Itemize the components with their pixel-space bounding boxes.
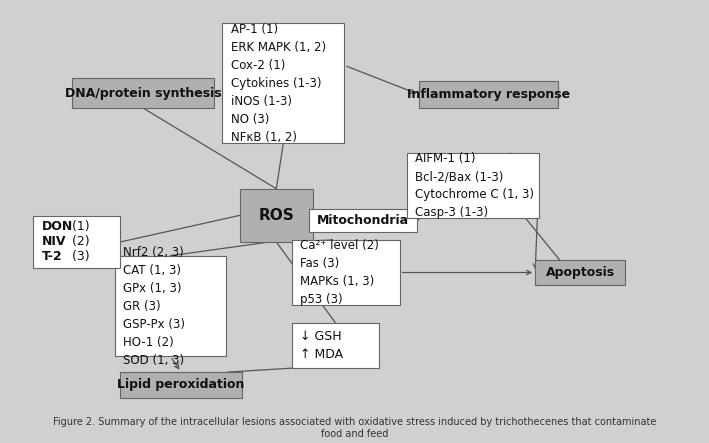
Text: (3): (3)	[68, 250, 90, 264]
Text: AIFM-1 (1)
Bcl-2/Bax (1-3)
Cytochrome C (1, 3)
Casp-3 (1-3): AIFM-1 (1) Bcl-2/Bax (1-3) Cytochrome C …	[415, 152, 534, 219]
Text: Mitochondria: Mitochondria	[317, 214, 409, 227]
FancyBboxPatch shape	[33, 216, 121, 268]
Text: NIV: NIV	[42, 236, 67, 249]
Text: Figure 2. Summary of the intracellular lesions associated with oxidative stress : Figure 2. Summary of the intracellular l…	[52, 417, 657, 439]
Text: Nrf2 (2, 3)
CAT (1, 3)
GPx (1, 3)
GR (3)
GSP-Px (3)
HO-1 (2)
SOD (1, 3): Nrf2 (2, 3) CAT (1, 3) GPx (1, 3) GR (3)…	[123, 245, 185, 366]
Text: DON: DON	[42, 221, 73, 233]
Text: (1): (1)	[68, 221, 90, 233]
Text: ↓ GSH
↑ MDA: ↓ GSH ↑ MDA	[301, 330, 343, 361]
FancyBboxPatch shape	[223, 23, 344, 144]
Text: Inflammatory response: Inflammatory response	[407, 88, 570, 101]
FancyBboxPatch shape	[419, 81, 558, 108]
Text: DNA/protein synthesis: DNA/protein synthesis	[65, 87, 221, 100]
FancyBboxPatch shape	[292, 323, 379, 368]
FancyBboxPatch shape	[115, 256, 226, 356]
Text: Ca²⁺ level (2)
Fas (3)
MAPKs (1, 3)
p53 (3): Ca²⁺ level (2) Fas (3) MAPKs (1, 3) p53 …	[301, 239, 379, 306]
Text: Apoptosis: Apoptosis	[546, 266, 615, 279]
FancyBboxPatch shape	[240, 189, 313, 242]
FancyBboxPatch shape	[535, 260, 625, 285]
FancyBboxPatch shape	[309, 209, 417, 232]
Text: T-2: T-2	[42, 250, 62, 264]
Text: ROS: ROS	[259, 208, 294, 223]
FancyBboxPatch shape	[292, 240, 400, 305]
Text: (2): (2)	[68, 236, 90, 249]
Text: Lipid peroxidation: Lipid peroxidation	[118, 378, 245, 391]
FancyBboxPatch shape	[121, 372, 242, 398]
FancyBboxPatch shape	[406, 153, 539, 218]
FancyBboxPatch shape	[72, 78, 214, 108]
Text: AP-1 (1)
ERK MAPK (1, 2)
Cox-2 (1)
Cytokines (1-3)
iNOS (1-3)
NO (3)
NFκB (1, 2): AP-1 (1) ERK MAPK (1, 2) Cox-2 (1) Cytok…	[231, 23, 326, 144]
